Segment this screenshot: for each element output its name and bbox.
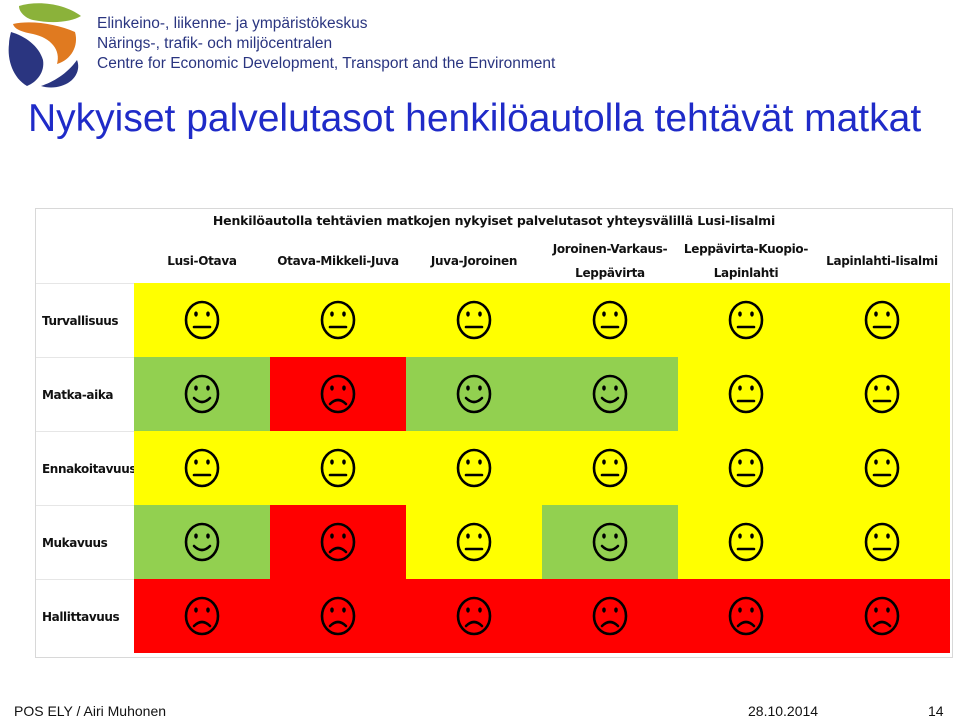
neutral-face-icon xyxy=(184,448,220,488)
column-header: Joroinen-Varkaus- Leppävirta xyxy=(542,239,678,283)
column-header-line: Lapinlahti xyxy=(713,266,779,280)
column-header-line: Leppävirta-Kuopio- xyxy=(683,242,809,256)
page-number: 14 xyxy=(928,703,944,717)
column-header: Juva-Joroinen xyxy=(406,239,542,283)
service-level-cell xyxy=(678,431,814,505)
footer-author: POS ELY / Airi Muhonen xyxy=(14,703,167,717)
sad-face-icon xyxy=(320,374,356,414)
service-level-cell xyxy=(134,431,270,505)
service-level-cell xyxy=(678,505,814,579)
service-level-cell xyxy=(542,357,678,431)
service-level-cell xyxy=(406,357,542,431)
sad-face-icon xyxy=(320,596,356,636)
service-level-cell xyxy=(542,283,678,357)
service-level-cell xyxy=(678,283,814,357)
column-header: Otava-Mikkeli-Juva xyxy=(270,239,406,283)
service-level-cell xyxy=(270,505,406,579)
sad-face-icon xyxy=(320,522,356,562)
row-header: Mukavuus xyxy=(36,505,134,579)
service-level-cell xyxy=(814,283,950,357)
neutral-face-icon xyxy=(592,448,628,488)
service-level-cell xyxy=(270,283,406,357)
sad-face-icon xyxy=(456,596,492,636)
neutral-face-icon xyxy=(320,448,356,488)
sad-face-icon xyxy=(864,596,900,636)
neutral-face-icon xyxy=(728,374,764,414)
column-header-line: Juva-Joroinen xyxy=(430,254,518,268)
row-header: Ennakoitavuus xyxy=(36,431,136,505)
column-header: Leppävirta-Kuopio- Lapinlahti xyxy=(678,239,814,283)
service-level-cell xyxy=(270,579,406,653)
table-title: Henkilöautolla tehtävien matkojen nykyis… xyxy=(212,213,776,228)
neutral-face-icon xyxy=(864,448,900,488)
column-header-line: Otava-Mikkeli-Juva xyxy=(277,254,399,268)
sad-face-icon xyxy=(184,596,220,636)
smiling-face-icon xyxy=(592,374,628,414)
row-header: Matka-aika xyxy=(36,357,134,431)
service-level-cell xyxy=(406,431,542,505)
sad-face-icon xyxy=(728,596,764,636)
neutral-face-icon xyxy=(728,448,764,488)
smiling-face-icon xyxy=(184,374,220,414)
ely-logo-icon xyxy=(8,3,81,88)
row-header: Hallittavuus xyxy=(36,579,134,653)
smiling-face-icon xyxy=(184,522,220,562)
neutral-face-icon xyxy=(864,300,900,340)
org-name-sv: Närings-, trafik- och miljöcentralen xyxy=(97,35,333,52)
service-level-cell xyxy=(542,505,678,579)
column-header-line: Leppävirta xyxy=(575,266,645,280)
neutral-face-icon xyxy=(864,522,900,562)
service-level-table: Henkilöautolla tehtävien matkojen nykyis… xyxy=(35,208,953,658)
service-level-cell xyxy=(678,357,814,431)
neutral-face-icon xyxy=(184,300,220,340)
neutral-face-icon xyxy=(728,300,764,340)
service-level-cell xyxy=(406,505,542,579)
service-level-cell xyxy=(814,357,950,431)
column-header-line: Joroinen-Varkaus- xyxy=(552,242,668,256)
org-name-fi: Elinkeino-, liikenne- ja ympäristökeskus xyxy=(97,15,368,32)
service-level-cell xyxy=(270,357,406,431)
column-header: Lusi-Otava xyxy=(134,239,270,283)
service-level-cell xyxy=(678,579,814,653)
column-header-line: Lusi-Otava xyxy=(167,254,237,268)
column-header: Lapinlahti-Iisalmi xyxy=(814,239,950,283)
service-level-cell xyxy=(814,579,950,653)
footer-date: 28.10.2014 xyxy=(748,703,819,717)
smiling-face-icon xyxy=(456,374,492,414)
row-header: Turvallisuus xyxy=(36,283,134,357)
neutral-face-icon xyxy=(728,522,764,562)
service-level-cell xyxy=(134,505,270,579)
slide-title: Nykyiset palvelutasot henkilöautolla teh… xyxy=(28,97,922,140)
neutral-face-icon xyxy=(456,300,492,340)
service-level-cell xyxy=(542,431,678,505)
service-level-cell xyxy=(814,431,950,505)
organization-name: Elinkeino-, liikenne- ja ympäristökeskus… xyxy=(97,14,555,74)
service-level-cell xyxy=(134,283,270,357)
service-level-cell xyxy=(814,505,950,579)
smiling-face-icon xyxy=(592,522,628,562)
service-level-cell xyxy=(134,357,270,431)
neutral-face-icon xyxy=(592,300,628,340)
neutral-face-icon xyxy=(320,300,356,340)
service-level-cell xyxy=(134,579,270,653)
neutral-face-icon xyxy=(456,522,492,562)
service-level-cell xyxy=(542,579,678,653)
service-level-cell xyxy=(406,579,542,653)
service-level-cell xyxy=(270,431,406,505)
neutral-face-icon xyxy=(864,374,900,414)
org-name-en: Centre for Economic Development, Transpo… xyxy=(97,55,556,72)
column-header-line: Lapinlahti-Iisalmi xyxy=(826,254,938,268)
sad-face-icon xyxy=(592,596,628,636)
neutral-face-icon xyxy=(456,448,492,488)
service-level-cell xyxy=(406,283,542,357)
